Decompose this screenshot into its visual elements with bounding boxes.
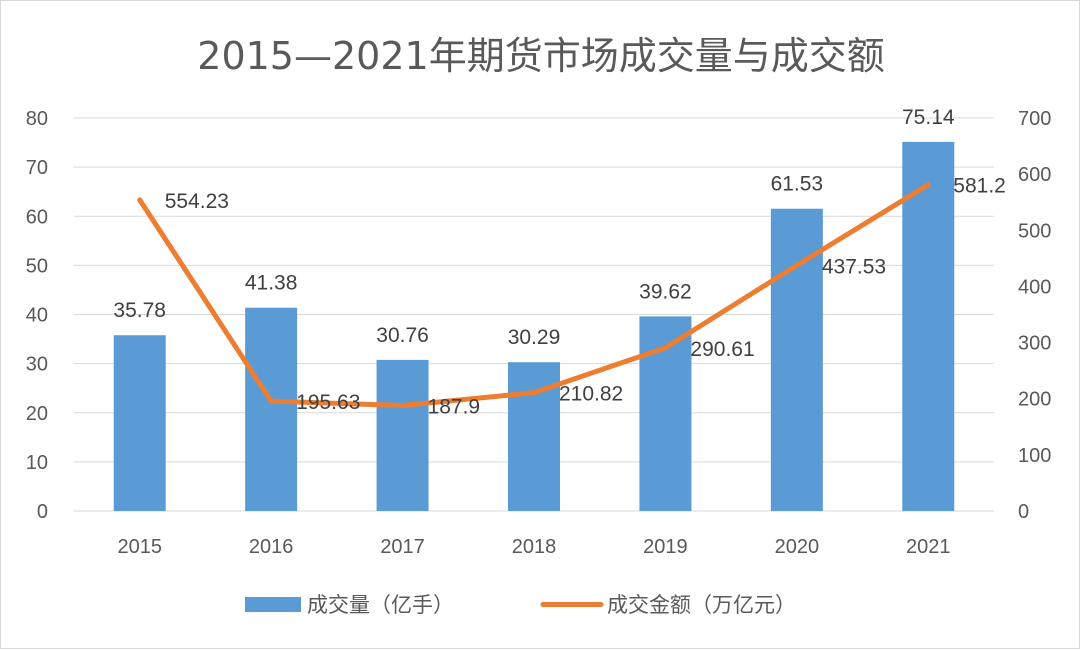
volume-bar	[770, 208, 823, 511]
right-axis-tick-label: 700	[1018, 108, 1051, 130]
right-axis-tick-label: 300	[1018, 333, 1051, 355]
turnover-data-label: 187.9	[428, 396, 481, 419]
volume-data-label: 61.53	[771, 173, 824, 196]
legend: 成交量（亿手） 成交金额（万亿元）	[245, 593, 796, 617]
x-axis-tick-label: 2015	[117, 536, 162, 558]
right-axis-ticks: 0 100 200 300 400 500 600 700	[1018, 108, 1051, 523]
volume-bars	[113, 141, 955, 511]
legend-label-volume: 成交量（亿手）	[307, 593, 454, 617]
turnover-data-label: 195.63	[296, 391, 360, 414]
left-axis-tick-label: 30	[26, 354, 48, 376]
left-axis-tick-label: 20	[26, 403, 48, 425]
right-axis-tick-label: 400	[1018, 276, 1051, 298]
volume-bar	[902, 141, 955, 511]
volume-data-label: 41.38	[245, 272, 298, 295]
volume-data-label: 39.62	[639, 280, 692, 303]
right-axis-tick-label: 100	[1018, 445, 1051, 467]
volume-data-label: 30.29	[508, 326, 561, 349]
volume-data-label: 30.76	[376, 324, 429, 347]
volume-bar	[113, 335, 166, 511]
turnover-line-path	[137, 182, 931, 409]
x-axis-ticks: 2015 2016 2017 2018 2019 2020 2021	[117, 536, 950, 558]
legend-label-turnover: 成交金额（万亿元）	[607, 593, 796, 617]
left-axis-tick-label: 40	[26, 305, 48, 327]
gridlines	[74, 117, 994, 512]
x-axis-tick-label: 2018	[512, 536, 557, 558]
right-axis-tick-label: 200	[1018, 389, 1051, 411]
turnover-data-label: 554.23	[165, 190, 229, 213]
left-axis-tick-label: 80	[26, 108, 48, 130]
right-axis-tick-label: 600	[1018, 164, 1051, 186]
x-axis-tick-label: 2019	[643, 536, 688, 558]
chart-title: 2015—2021年期货市场成交量与成交额	[197, 34, 884, 78]
left-axis-tick-label: 70	[26, 157, 48, 179]
left-axis-tick-label: 10	[26, 452, 48, 474]
legend-swatch-volume	[245, 597, 301, 612]
turnover-data-label: 290.61	[690, 338, 754, 361]
x-axis-tick-label: 2021	[906, 536, 951, 558]
data-labels: 35.78 41.38 30.76 30.29 39.62 61.53 75.14 554.2…	[113, 106, 1005, 419]
left-axis-ticks: 0 10 20 30 40 50 60 70 80	[26, 108, 48, 523]
turnover-data-label: 581.2	[953, 175, 1006, 198]
right-axis-tick-label: 500	[1018, 220, 1051, 242]
left-axis-tick-label: 0	[37, 501, 48, 523]
volume-data-label: 75.14	[902, 106, 955, 129]
x-axis-tick-label: 2016	[249, 536, 294, 558]
x-axis-tick-label: 2017	[380, 536, 425, 558]
x-axis-tick-label: 2020	[775, 536, 820, 558]
left-axis-tick-label: 50	[26, 255, 48, 277]
turnover-data-label: 437.53	[822, 255, 886, 278]
turnover-data-label: 210.82	[559, 383, 623, 406]
volume-data-label: 35.78	[113, 299, 166, 322]
volume-bar	[376, 359, 429, 511]
volume-bar	[245, 307, 298, 511]
turnover-line	[137, 182, 931, 409]
right-axis-tick-label: 0	[1018, 501, 1029, 523]
left-axis-tick-label: 60	[26, 206, 48, 228]
